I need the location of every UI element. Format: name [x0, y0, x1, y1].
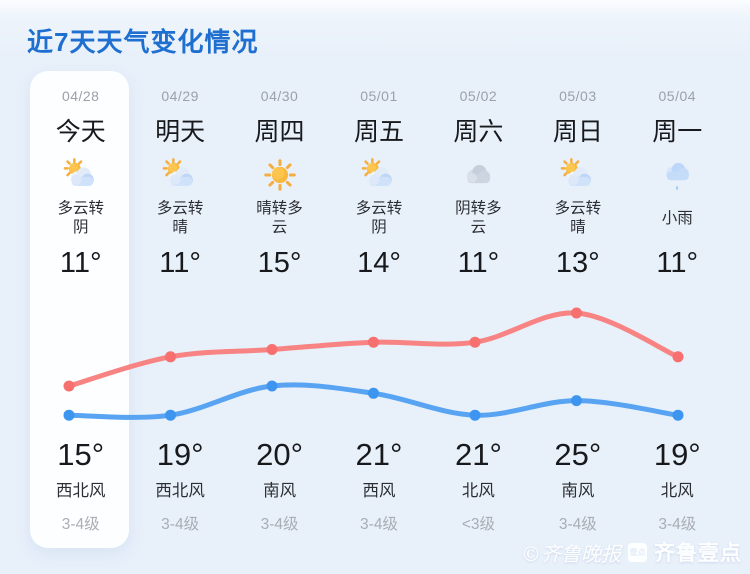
- today-highlight-card: [30, 71, 129, 548]
- date-label: 05/02: [459, 88, 498, 104]
- condition-label: 多云转阴: [57, 200, 104, 236]
- condition-label: 阴转多云: [455, 200, 502, 236]
- day-label: 周四: [254, 118, 305, 146]
- day-column-bottom: 25° 南风 3-4级: [528, 436, 627, 536]
- watermark: ©齐鲁晚报 壹点 齐鲁壹点: [521, 537, 742, 567]
- wind-direction: 南风: [263, 482, 297, 500]
- weather-icon: [559, 155, 597, 195]
- day-label: 周日: [552, 118, 603, 146]
- weather-icon: [161, 155, 199, 195]
- day-label: 周五: [353, 118, 404, 146]
- high-temp-point: [469, 336, 481, 348]
- day-column-bottom: 19° 西北风 3-4级: [130, 436, 229, 536]
- condition-label: 多云转晴: [554, 200, 602, 236]
- weather-icon: [62, 155, 100, 195]
- high-temp-point: [63, 380, 75, 392]
- weather-icon: [360, 155, 398, 195]
- condition-label: 小雨: [661, 209, 693, 227]
- wind-direction: 西北风: [55, 482, 106, 500]
- wind-direction: 西北风: [155, 482, 205, 500]
- high-temp-point: [368, 336, 379, 348]
- day-column-today: 04/28 今天 多云转阴 11°: [31, 85, 130, 283]
- high-temp: 21°: [454, 437, 502, 472]
- high-temp: 21°: [355, 437, 403, 472]
- low-temp: 14°: [357, 247, 401, 279]
- condition-label: 晴转多云: [256, 200, 303, 236]
- forecast-top-grid: 04/28 今天 多云转阴 11° 04/29 明天: [31, 85, 727, 283]
- day-column: 04/29 明天 多云转晴 11°: [130, 85, 229, 283]
- day-column: 04/30 周四 晴转多云 15°: [230, 85, 329, 283]
- day-column-bottom: 15° 西北风 3-4级: [31, 436, 130, 536]
- day-label: 周一: [652, 118, 703, 146]
- weather-icon: [658, 155, 696, 195]
- wind-direction: 北风: [660, 482, 694, 500]
- wind-direction: 北风: [461, 482, 495, 500]
- condition-label: 多云转阴: [355, 200, 403, 236]
- date-label: 05/03: [559, 88, 597, 104]
- high-temp-point: [672, 351, 684, 363]
- high-temp-line: [66, 310, 681, 389]
- date-label: 05/01: [360, 88, 398, 104]
- yidian-badge-icon: 壹点: [628, 542, 647, 562]
- day-column: 05/01 周五 多云转阴 14°: [329, 85, 428, 283]
- low-temp: 11°: [59, 247, 102, 279]
- wind-level: 3-4级: [558, 516, 597, 533]
- forecast-bottom-grid: 15° 西北风 3-4级 19° 西北风 3-4级 20° 南风 3-4级 21…: [31, 436, 727, 536]
- high-temp-point: [165, 351, 176, 363]
- low-temp-point: [266, 380, 278, 392]
- watermark-newspaper-logo: ©齐鲁晚报: [521, 541, 621, 566]
- high-temp: 19°: [653, 437, 701, 472]
- wind-level: 3-4级: [260, 516, 299, 533]
- high-temp: 25°: [554, 437, 602, 472]
- weather-icon: [261, 155, 299, 195]
- day-column-bottom: 19° 北风 3-4级: [628, 436, 727, 536]
- wind-level: 3-4级: [658, 516, 697, 533]
- day-column-bottom: 21° 西风 3-4级: [329, 436, 428, 536]
- wind-level: 3-4级: [161, 516, 200, 533]
- day-label: 周六: [453, 118, 504, 146]
- high-temp: 20°: [256, 437, 303, 472]
- low-temp: 11°: [457, 247, 500, 279]
- low-temp-point: [469, 409, 481, 421]
- low-temp-point: [63, 409, 75, 421]
- date-label: 05/04: [658, 88, 697, 104]
- wind-level: <3级: [461, 516, 496, 533]
- high-temp-point: [571, 307, 582, 319]
- high-temp: 15°: [57, 437, 105, 472]
- date-label: 04/29: [161, 88, 199, 104]
- wind-level: 3-4级: [61, 516, 100, 533]
- wind-direction: 西风: [362, 482, 396, 500]
- low-temp-point: [571, 395, 582, 407]
- condition-label: 多云转晴: [156, 200, 204, 236]
- high-temp-point: [266, 344, 278, 355]
- watermark-app-name: 齐鲁壹点: [654, 542, 742, 565]
- wind-level: 3-4级: [360, 516, 398, 533]
- wind-direction: 南风: [561, 482, 595, 500]
- date-label: 04/30: [260, 88, 299, 104]
- day-column: 05/04 周一 小雨 11°: [628, 85, 727, 283]
- high-temp: 19°: [156, 437, 204, 472]
- day-label: 今天: [55, 118, 106, 146]
- page-title: 近7天天气变化情况: [27, 27, 259, 57]
- low-temp-point: [368, 387, 379, 399]
- temperature-chart: [63, 307, 684, 421]
- low-temp: 11°: [159, 247, 201, 279]
- day-column-bottom: 20° 南风 3-4级: [230, 436, 329, 536]
- weather-icon: [459, 155, 497, 195]
- low-temp-point: [672, 409, 684, 421]
- low-temp: 13°: [555, 247, 600, 279]
- day-column: 05/02 周六 阴转多云 11°: [429, 85, 528, 283]
- date-label: 04/28: [61, 88, 100, 104]
- day-column-bottom: 21° 北风 <3级: [429, 436, 528, 536]
- low-temp: 15°: [257, 247, 302, 279]
- low-temp-point: [165, 409, 176, 421]
- day-label: 明天: [155, 118, 206, 146]
- low-temp: 11°: [656, 247, 699, 279]
- day-column: 05/03 周日 多云转晴 13°: [528, 85, 627, 283]
